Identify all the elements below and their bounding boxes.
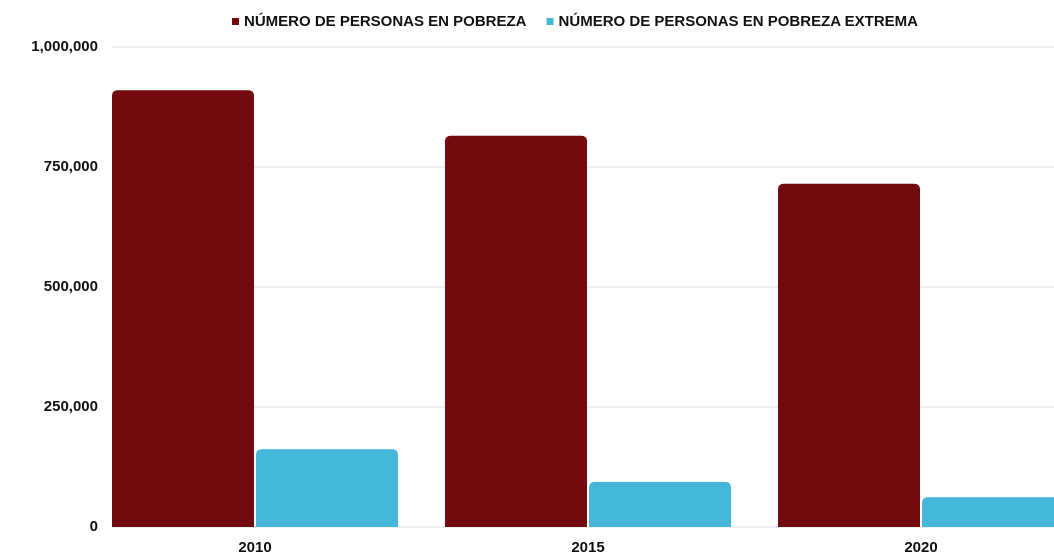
y-tick-label: 500,000 <box>44 278 98 295</box>
bar <box>589 481 731 527</box>
y-tick-label: 750,000 <box>44 158 98 175</box>
y-tick-label: 1,000,000 <box>31 38 98 55</box>
y-tick-label: 250,000 <box>44 398 98 415</box>
legend-marker <box>231 18 239 25</box>
bar <box>445 135 587 528</box>
bar <box>778 183 920 528</box>
legend-marker <box>546 18 554 25</box>
legend-label: NÚMERO DE PERSONAS EN POBREZA <box>244 12 527 30</box>
x-tick-label: 2020 <box>904 539 937 556</box>
x-tick-label: 2015 <box>571 539 604 556</box>
y-tick-label: 0 <box>90 518 98 535</box>
x-tick-label: 2010 <box>238 539 271 556</box>
legend-label: NÚMERO DE PERSONAS EN POBREZA EXTREMA <box>559 12 919 30</box>
bar <box>256 449 398 527</box>
bar <box>112 90 254 527</box>
bar <box>922 497 1054 527</box>
